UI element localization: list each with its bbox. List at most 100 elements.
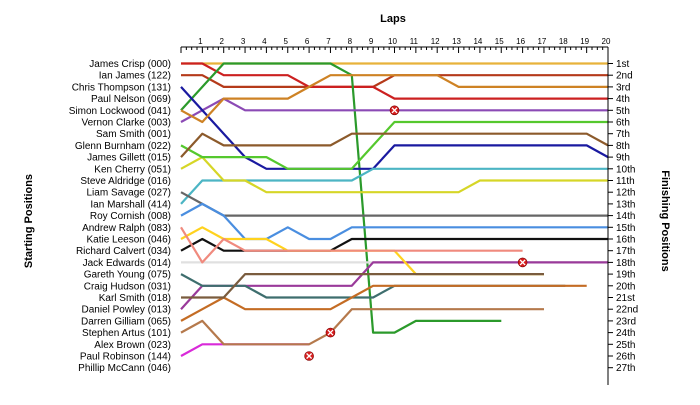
series-line [180,202,608,241]
finishing-position-label: 9th [616,153,630,164]
starting-position-label: Steve Aldridge (016) [80,176,171,187]
starting-position-label: Alex Brown (023) [94,340,171,351]
starting-position-label: Darren Gilliam (065) [81,316,171,327]
retirement-marker [389,105,400,116]
x-tick-label: 5 [284,37,289,46]
starting-position-label: Richard Calvert (034) [76,246,171,257]
finishing-position-label: 8th [616,141,630,152]
finishing-position-label: 26th [616,352,635,363]
starting-position-label: Vernon Clarke (003) [82,118,172,129]
series-line [180,167,608,205]
finishing-position-label: 17th [616,246,635,257]
finishing-position-label: 12th [616,188,635,199]
x-axis-ticks: 1 2 3 4 5 6 7 8 9 10 11 12 13 14 15 16 17 18 19 20 [180,37,611,53]
finishing-position-label: 10th [616,164,635,175]
x-tick-label: 9 [369,37,374,46]
finishing-position-label: 1st [616,59,630,70]
finishing-position-label: 13th [616,199,635,210]
finishing-position-labels: 1st2nd3rd4th5th6th7th8th9th10th11th12th1… [607,47,638,385]
series-line [180,86,609,170]
series-line [180,308,544,346]
finishing-position-label: 24th [616,328,635,339]
finishing-position-label: 5th [616,106,630,117]
starting-position-label: Craig Hudson (031) [84,281,171,292]
x-tick-label: 4 [262,37,267,46]
finishing-position-label: 20th [616,281,635,292]
finishing-position-label: 14th [616,211,635,222]
starting-position-label: Simon Lockwood (041) [69,106,171,117]
starting-position-label: Ian James (122) [99,71,171,82]
starting-position-label: Paul Nelson (069) [91,94,171,105]
starting-position-label: Ian Marshall (414) [90,199,171,210]
retirement-marker [325,327,336,338]
x-tick-label: 2 [219,37,224,46]
y-axis-label-left: Starting Positions [23,174,35,268]
series-line [180,261,608,310]
starting-position-label: Sam Smith (001) [96,129,171,140]
x-tick-label: 12 [431,37,440,46]
finishing-position-label: 25th [616,340,635,351]
series-line [180,74,608,124]
x-tick-label: 19 [580,37,589,46]
starting-position-label: Andrew Ralph (083) [82,223,171,234]
finishing-position-label: 4th [616,94,630,105]
starting-position-label: Glenn Burnham (022) [75,141,171,152]
finishing-position-label: 23rd [616,316,636,327]
series-line [180,191,608,217]
starting-position-label: Roy Cornish (008) [90,211,171,222]
x-tick-label: 16 [516,37,525,46]
series-lines [180,62,609,357]
series-line [180,62,502,334]
finishing-position-label: 15th [616,223,635,234]
finishing-position-label: 6th [616,118,630,129]
finishing-position-label: 27th [616,363,635,374]
series-line [180,120,608,170]
chart-title: Laps [380,13,406,25]
x-tick-label: 1 [198,37,203,46]
x-tick-label: 20 [602,37,611,46]
series-line [180,343,310,357]
starting-position-label: Katie Leeson (046) [86,235,171,246]
series-line [181,273,544,299]
starting-position-label: Liam Savage (027) [87,188,172,199]
starting-position-label: Paul Robinson (144) [80,352,171,363]
x-tick-label: 3 [241,37,246,46]
starting-position-label: Daniel Powley (013) [82,305,172,316]
x-tick-label: 14 [473,37,482,46]
finishing-position-label: 21st [616,293,635,304]
starting-position-label: Ken Cherry (051) [94,164,171,175]
x-tick-label: 6 [305,37,310,46]
retirement-marker [517,257,528,268]
x-tick-label: 10 [388,37,397,46]
retirement-markers [304,105,528,361]
finishing-position-label: 22nd [616,305,638,316]
series-line [180,226,523,264]
x-tick-label: 13 [452,37,461,46]
starting-position-label: Karl Smith (018) [99,293,171,304]
finishing-position-label: 16th [616,235,635,246]
starting-position-labels: James Crisp (000)Ian James (122)Chris Th… [69,59,171,374]
starting-position-label: James Gillett (015) [87,153,171,164]
series-line [180,132,609,158]
series-line [180,156,608,194]
finishing-position-label: 18th [616,258,635,269]
series-line [180,237,608,252]
starting-position-label: Gareth Young (075) [84,270,171,281]
series-line [181,74,608,89]
finishing-position-label: 2nd [616,71,633,82]
starting-position-label: James Crisp (000) [89,59,171,70]
x-tick-label: 15 [495,37,504,46]
series-line [180,284,587,322]
x-tick-label: 11 [410,37,419,46]
x-tick-label: 7 [326,37,331,46]
starting-position-label: Phillip McCann (046) [78,363,171,374]
starting-position-label: Stephen Artus (101) [82,328,171,339]
series-line [181,62,608,100]
finishing-position-label: 3rd [616,82,630,93]
x-tick-label: 18 [559,37,568,46]
retirement-marker [304,351,314,361]
finishing-position-label: 11th [616,176,635,187]
finishing-position-label: 7th [616,129,630,140]
finishing-position-label: 19th [616,270,635,281]
